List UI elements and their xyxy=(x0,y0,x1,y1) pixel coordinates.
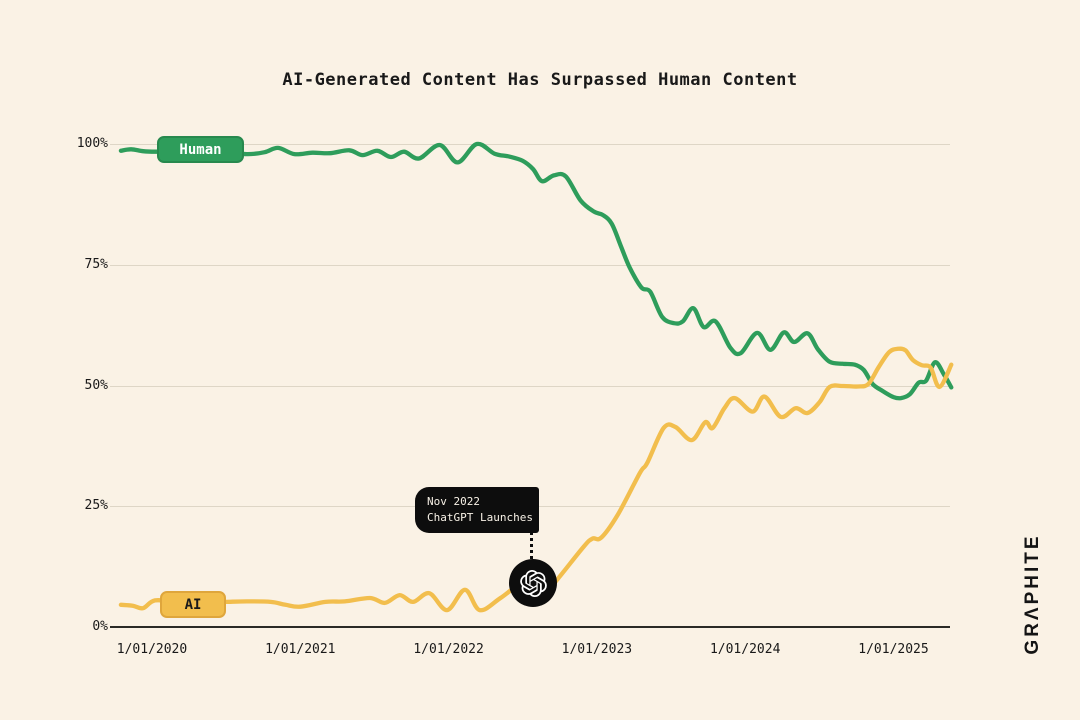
y-tick-label: 50% xyxy=(84,377,108,393)
x-axis-line xyxy=(110,626,950,628)
x-tick-label: 1/01/2024 xyxy=(709,642,781,657)
graphite-brand-logo: GRΛPHITE xyxy=(1022,533,1043,655)
y-tick-label: 100% xyxy=(76,136,108,151)
annotation-tooltip: Nov 2022 ChatGPT Launches xyxy=(415,487,539,533)
y-gridline xyxy=(110,264,950,266)
y-tick-label: 25% xyxy=(84,498,108,514)
chatgpt-launch-marker xyxy=(509,559,557,607)
y-tick-label: 0% xyxy=(92,619,108,634)
y-tick-label: 75% xyxy=(84,256,108,272)
human-series-badge: Human xyxy=(157,136,244,163)
ai-line xyxy=(118,346,954,613)
y-gridline xyxy=(110,385,950,387)
x-tick-label: 1/01/2023 xyxy=(561,642,633,657)
openai-logo-icon xyxy=(519,569,547,597)
y-gridline xyxy=(110,144,950,145)
chart-title: AI-Generated Content Has Surpassed Human… xyxy=(282,70,798,90)
x-tick-label: 1/01/2020 xyxy=(116,642,188,657)
human-line xyxy=(118,141,954,401)
annotation-text: ChatGPT Launches xyxy=(427,511,533,524)
annotation-date: Nov 2022 xyxy=(427,495,480,508)
annotation-dotted-connector xyxy=(530,532,533,559)
ai-series-badge: AI xyxy=(160,591,226,618)
x-tick-label: 1/01/2025 xyxy=(858,642,929,657)
x-tick-label: 1/01/2021 xyxy=(265,642,336,657)
x-tick-label: 1/01/2022 xyxy=(413,642,484,657)
ai-series-badge-label: AI xyxy=(184,596,202,613)
human-series-badge-label: Human xyxy=(179,141,222,158)
